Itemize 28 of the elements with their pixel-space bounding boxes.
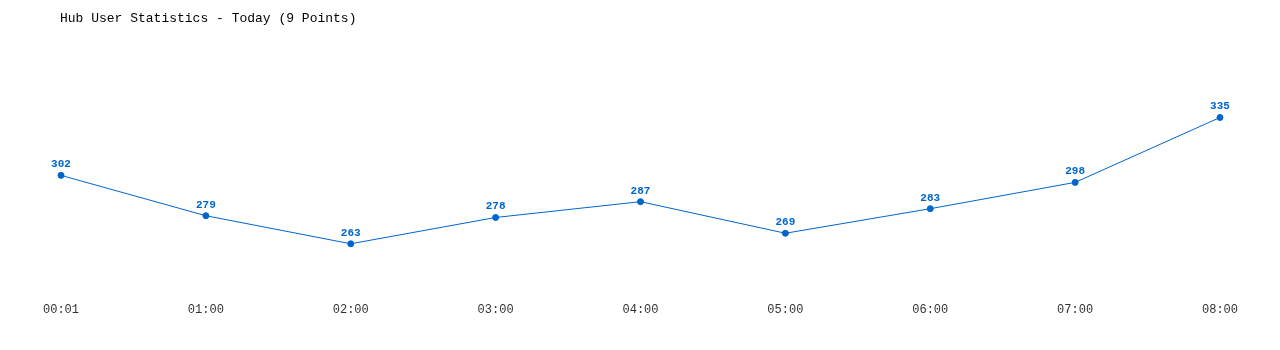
x-tick-label: 02:00 [332,302,369,317]
chart-title: Hub User Statistics - Today (9 Points) [60,11,357,26]
point [492,213,500,221]
data-label: 287 [630,184,651,197]
data-label: 279 [195,198,216,211]
x-tick-label: 01:00 [187,302,224,317]
data-label: 302 [51,158,71,171]
point [1071,178,1079,186]
point [1216,113,1224,121]
point [781,229,789,237]
point [202,212,210,220]
x-tick-label: 07:00 [1057,302,1094,317]
data-label: 335 [1210,100,1231,113]
x-tick-label: 04:00 [622,302,659,317]
data-label: 269 [775,216,796,229]
x-tick-label: 05:00 [767,302,804,317]
x-tick-label: 08:00 [1201,302,1239,317]
x-tick-label: 06:00 [912,302,949,317]
point [57,171,65,179]
data-label: 283 [920,191,941,204]
data-label: 263 [340,226,362,239]
point [637,198,644,206]
point [926,205,934,213]
x-tick-label: 03:00 [477,302,514,317]
x-tick-label: 00:01 [42,302,80,317]
data-label: 298 [1065,165,1086,178]
point [347,240,355,248]
data-label: 278 [485,200,506,213]
